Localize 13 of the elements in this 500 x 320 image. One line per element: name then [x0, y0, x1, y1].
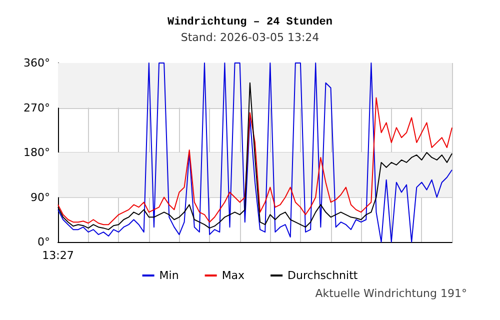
y-tick-label: 180° — [24, 146, 50, 159]
y-tick-label: 270° — [24, 101, 50, 114]
legend-label: Min — [159, 269, 179, 282]
text: Aktuelle Windrichtung 191° — [315, 287, 468, 300]
y-tick-label: 90° — [30, 190, 50, 204]
x-tick-label: 13:27 — [42, 249, 74, 262]
y-tick-label: 360° — [24, 56, 50, 70]
legend-label: Max — [222, 269, 246, 282]
chart-subtitle: Stand: 2026-03-05 13:24 — [180, 31, 320, 44]
line-series — [58, 62, 452, 242]
legend-label: Durchschnitt — [288, 269, 358, 282]
y-tick-label: 0° — [38, 236, 50, 248]
chart-title: Windrichtung – 24 Stunden — [167, 16, 333, 28]
